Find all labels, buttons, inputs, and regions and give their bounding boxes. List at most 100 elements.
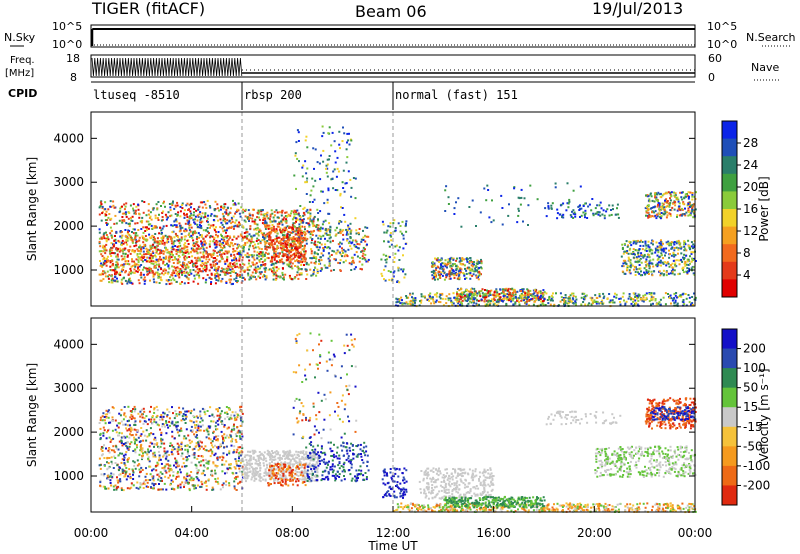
heatmap-cell: [199, 201, 202, 204]
heatmap-cell: [103, 444, 105, 447]
heatmap-cell: [496, 301, 499, 304]
heatmap-cell: [128, 225, 131, 228]
heatmap-cell: [636, 294, 639, 297]
heatmap-cell: [510, 294, 513, 297]
heatmap-cell: [114, 273, 116, 276]
heatmap-cell: [152, 208, 155, 211]
heatmap-cell: [487, 290, 490, 293]
heatmap-cell: [366, 226, 369, 229]
heatmap-cell: [213, 273, 216, 276]
heatmap-cell: [678, 202, 681, 205]
heatmap-cell: [293, 240, 296, 243]
heatmap-cell: [326, 201, 329, 204]
heatmap-cell: [297, 267, 300, 270]
heatmap-cell: [386, 258, 388, 261]
heatmap-cell: [175, 249, 178, 252]
heatmap-cell: [501, 223, 504, 226]
heatmap-cell: [335, 252, 338, 255]
heatmap-cell: [305, 268, 308, 271]
heatmap-cell: [112, 262, 114, 265]
heatmap-cell: [652, 240, 655, 243]
heatmap-cell: [298, 160, 300, 163]
heatmap-cell: [493, 295, 496, 298]
heatmap-cell: [281, 249, 284, 251]
heatmap-cell: [203, 243, 206, 246]
heatmap-cell: [640, 270, 642, 273]
heatmap-cell: [683, 253, 686, 256]
heatmap-cell: [658, 202, 661, 205]
heatmap-cell: [264, 247, 267, 250]
heatmap-cell: [228, 220, 231, 223]
heatmap-cell: [240, 235, 243, 238]
heatmap-cell: [235, 262, 238, 265]
heatmap-cell: [687, 202, 690, 205]
heatmap-cell: [334, 161, 337, 164]
heatmap-cell: [404, 273, 407, 276]
heatmap-cell: [639, 274, 642, 277]
heatmap-cell: [110, 249, 113, 252]
heatmap-cell: [681, 198, 684, 201]
heatmap-cell: [440, 258, 443, 261]
heatmap-cell: [496, 298, 499, 301]
heatmap-cell: [109, 232, 112, 235]
heatmap-cell: [644, 242, 647, 245]
heatmap-cell: [471, 268, 474, 271]
heatmap-cell: [691, 195, 694, 198]
heatmap-cell: [312, 185, 315, 188]
heatmap-cell: [123, 263, 126, 266]
heatmap-cell: [236, 252, 239, 255]
heatmap-cell: [264, 263, 267, 266]
heatmap-cell: [277, 275, 280, 278]
heatmap-cell: [643, 255, 646, 258]
heatmap-cell: [272, 267, 275, 269]
heatmap-cell: [167, 240, 170, 243]
heatmap-cell: [236, 273, 239, 276]
heatmap-cell: [650, 297, 653, 300]
heatmap-cell: [197, 208, 199, 211]
heatmap-cell: [537, 295, 540, 298]
heatmap-cell: [279, 246, 282, 249]
heatmap-cell: [281, 228, 284, 231]
heatmap-cell: [442, 304, 445, 307]
heatmap-cell: [460, 287, 463, 290]
heatmap-cell: [136, 254, 139, 257]
heatmap-cell: [517, 209, 520, 212]
heatmap-cell: [459, 269, 462, 272]
heatmap-cell: [137, 263, 140, 266]
heatmap-cell: [265, 245, 268, 248]
heatmap-cell: [447, 196, 450, 199]
heatmap-cell: [299, 236, 302, 239]
heatmap-cell: [656, 245, 659, 248]
heatmap-cell: [305, 261, 308, 264]
heatmap-cell: [195, 209, 198, 212]
heatmap-cell: [203, 240, 206, 243]
nsky-label: N.Sky: [4, 31, 36, 44]
heatmap-cell: [449, 257, 452, 260]
heatmap-cell: [501, 207, 504, 209]
heatmap-cell: [547, 206, 550, 209]
heatmap-cell: [99, 264, 102, 267]
heatmap-cell: [157, 253, 160, 256]
heatmap-cell: [539, 296, 541, 299]
heatmap-cell: [350, 139, 353, 142]
heatmap-cell: [647, 244, 650, 247]
heatmap-cell: [242, 246, 245, 249]
heatmap-cell: [456, 300, 459, 303]
heatmap-cell: [275, 209, 278, 212]
heatmap-cell: [323, 202, 326, 205]
heatmap-cell: [270, 243, 273, 246]
heatmap-cell: [563, 299, 566, 302]
heatmap-cell: [341, 181, 344, 184]
heatmap-cell: [401, 299, 403, 302]
heatmap-cell: [273, 257, 276, 260]
heatmap-cell: [231, 267, 234, 270]
heatmap-cell: [606, 298, 609, 300]
heatmap-cell: [248, 212, 251, 215]
heatmap-cell: [684, 207, 686, 210]
heatmap-cell: [124, 262, 127, 265]
heatmap-cell: [481, 288, 484, 291]
heatmap-cell: [688, 206, 691, 208]
heatmap-cell: [473, 293, 476, 296]
heatmap-cell: [442, 268, 445, 271]
heatmap-cell: [500, 292, 503, 295]
